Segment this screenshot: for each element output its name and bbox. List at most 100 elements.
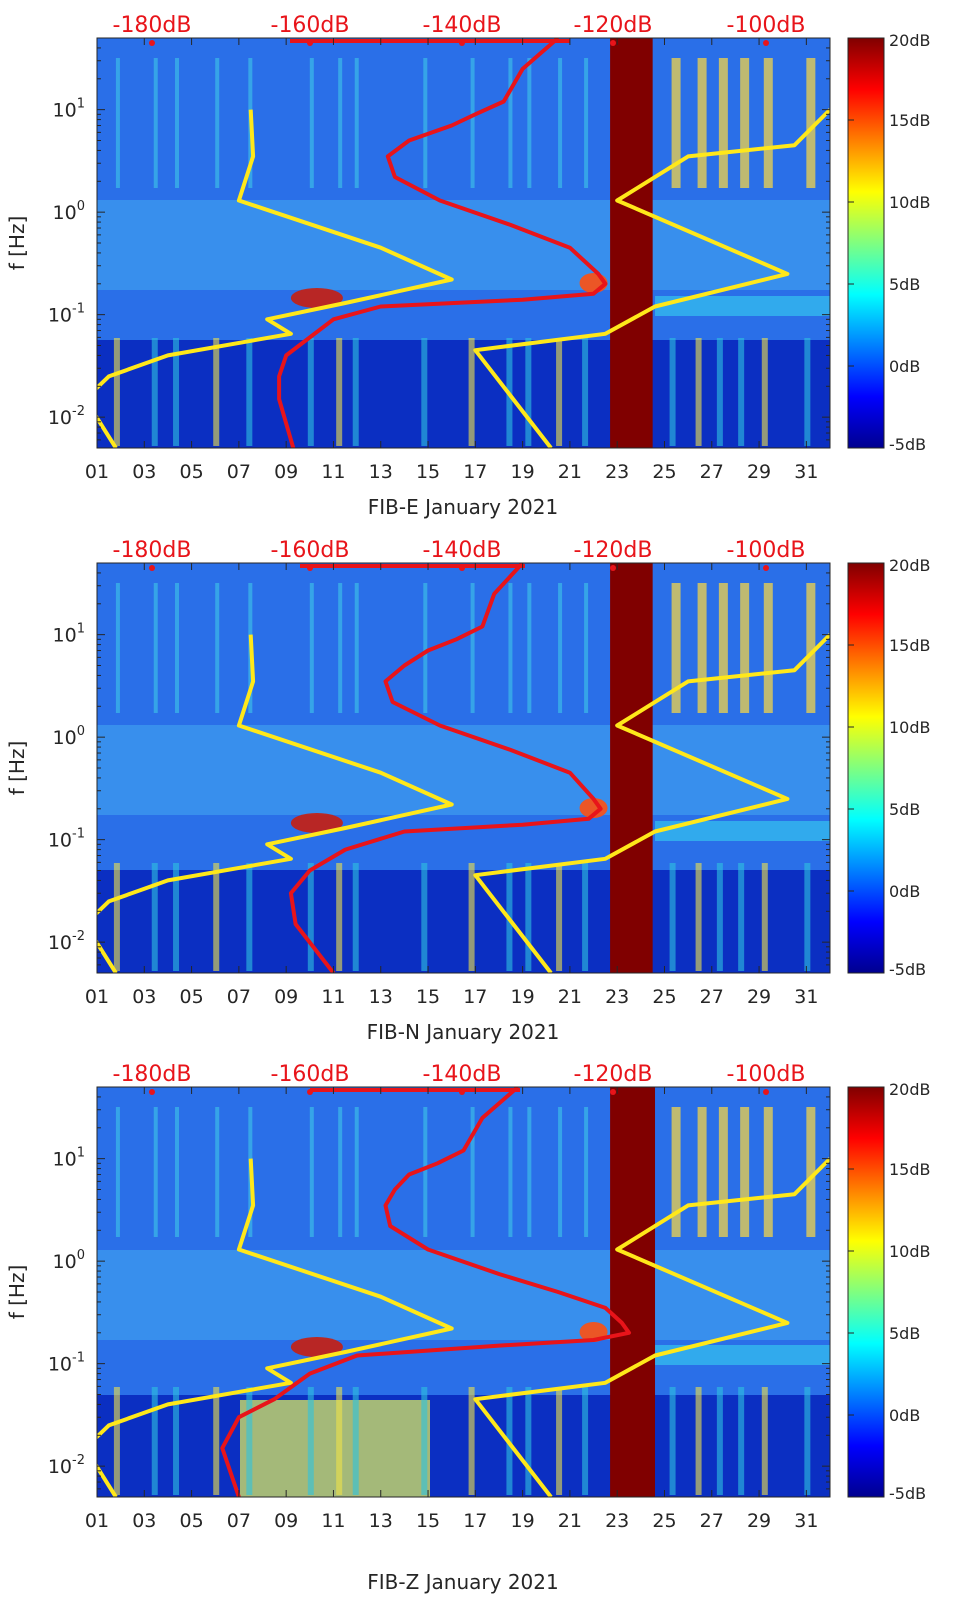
spectrogram-stripe <box>423 583 428 713</box>
x-tick-label: 13 <box>369 1510 393 1532</box>
spectrogram-stripe <box>336 1387 343 1495</box>
x-tick-label: 01 <box>85 986 109 1008</box>
colorbar-label: 0dB <box>889 357 920 376</box>
db-scale-label: -160dB <box>271 538 350 563</box>
x-tick-label: 03 <box>132 1510 156 1532</box>
spectrogram-stripe <box>213 1387 220 1495</box>
spectrogram-stripe <box>113 863 120 971</box>
red-curve <box>220 1087 631 1497</box>
spectrogram-stripe <box>525 1387 532 1495</box>
colorbar-label: 5dB <box>889 800 920 819</box>
spectrogram-stripe <box>669 863 676 971</box>
spectrogram-stripe <box>718 583 728 713</box>
spectrogram-stripe <box>338 58 343 188</box>
spectrogram-stripe <box>307 1387 314 1495</box>
spectrogram-stripe <box>421 1387 428 1495</box>
x-tick-label: 31 <box>794 1510 818 1532</box>
spectrogram-stripe <box>309 583 314 713</box>
spectrogram-stripe <box>175 583 180 713</box>
spectrogram-mid-band <box>97 200 830 290</box>
colorbar-label: 20dB <box>889 31 931 50</box>
db-scale-label: -140dB <box>423 13 502 38</box>
spectrogram-hotspot <box>290 813 343 833</box>
db-scale-label: -120dB <box>574 538 653 563</box>
x-tick-label: 25 <box>652 986 676 1008</box>
colorbar: 20dB 15dB 10dB 5dB 0dB -5dB <box>847 556 931 979</box>
spectrogram-stripe <box>556 863 563 971</box>
db-scale-marker <box>307 1089 313 1095</box>
spectrogram-band <box>655 821 830 841</box>
colorbar-label: 10dB <box>889 718 931 737</box>
spectrogram-stripe <box>151 863 158 971</box>
yellow-curve-right <box>473 1157 830 1497</box>
x-ticks: 01 03 05 07 09 11 13 15 17 19 21 23 25 27 29 31 <box>85 38 818 483</box>
db-scale-marker <box>763 1089 769 1095</box>
colorbar-label: -5dB <box>889 1484 926 1503</box>
spectrogram-stripe <box>175 1107 180 1237</box>
spectrogram-stripe <box>173 338 180 446</box>
spectrogram-mid-band <box>97 725 830 815</box>
colorbar-label: 15dB <box>889 636 931 655</box>
x-tick-label: 13 <box>369 986 393 1008</box>
spectrogram-stripe <box>525 863 532 971</box>
colorbar-label: 10dB <box>889 193 931 212</box>
colorbar-gradient <box>847 1086 885 1498</box>
spectrogram-stripe <box>468 338 475 446</box>
spectrogram-stripe <box>584 58 589 188</box>
spectrogram-stripe <box>470 58 475 188</box>
y-tick-label: 101 <box>53 622 85 647</box>
top-db-labels: -180dB -160dB -140dB -120dB -100dB <box>113 1062 806 1095</box>
x-axis-label: FIB-Z January 2021 <box>367 1570 558 1594</box>
y-tick-label: 10-2 <box>48 404 85 429</box>
colorbar-label: 20dB <box>889 1080 931 1099</box>
spectrogram-stripe <box>716 1387 723 1495</box>
x-tick-label: 19 <box>511 1510 535 1532</box>
yellow-curve-right <box>473 633 830 973</box>
db-scale-label: -120dB <box>574 13 653 38</box>
spectrogram-stripe <box>352 1387 359 1495</box>
spectrogram-stripe <box>761 1387 768 1495</box>
x-tick-label: 25 <box>652 461 676 483</box>
yellow-curve-left <box>97 634 454 973</box>
colorbar-labels: 20dB 15dB 10dB 5dB 0dB -5dB <box>848 1080 931 1503</box>
spectrogram-stripe <box>669 1387 676 1495</box>
colorbar-labels: 20dB 15dB 10dB 5dB 0dB -5dB <box>848 31 931 454</box>
spectrogram-stripe <box>309 1107 314 1237</box>
spectrogram-E <box>97 38 830 448</box>
spectrogram-stripe <box>421 863 428 971</box>
db-scale-label: -100dB <box>727 13 806 38</box>
spectrogram-stripe <box>527 583 532 713</box>
db-scale-label: -160dB <box>271 13 350 38</box>
spectrogram-stripe <box>336 863 343 971</box>
colorbar-label: 5dB <box>889 1324 920 1343</box>
db-scale-marker <box>149 565 155 571</box>
x-tick-label: 21 <box>558 986 582 1008</box>
yellow-curve-right <box>473 108 830 448</box>
x-tick-label: 23 <box>605 1510 629 1532</box>
spectrogram-stripe <box>151 338 158 446</box>
spectrogram-stripe <box>806 1107 816 1237</box>
x-tick-label: 29 <box>747 461 771 483</box>
spectrogram-stripe <box>738 863 745 971</box>
y-axis-label: f [Hz] <box>5 216 29 271</box>
spectrogram-stripe <box>558 583 563 713</box>
colorbar-label: 0dB <box>889 1406 920 1425</box>
db-scale-marker <box>610 1089 616 1095</box>
spectrogram-stripe <box>215 58 220 188</box>
x-tick-label: 11 <box>321 1510 345 1532</box>
spectrogram-stripe <box>716 338 723 446</box>
colorbar: 20dB 15dB 10dB 5dB 0dB -5dB <box>847 31 931 454</box>
x-tick-label: 03 <box>132 461 156 483</box>
spectrogram-stripe <box>761 338 768 446</box>
spectrogram-stripe <box>582 1387 589 1495</box>
spectrogram-stripe <box>582 863 589 971</box>
spectrogram-stripe <box>113 338 120 446</box>
spectrogram-stripe <box>115 1107 120 1237</box>
db-scale-marker <box>307 565 313 571</box>
spectrogram-stripe <box>421 338 428 446</box>
spectrogram-stripe <box>173 1387 180 1495</box>
spectrogram-stripe <box>246 1387 253 1495</box>
spectrogram-stripe <box>671 583 681 713</box>
spectrogram-stripe <box>113 1387 120 1495</box>
x-tick-label: 27 <box>700 1510 724 1532</box>
